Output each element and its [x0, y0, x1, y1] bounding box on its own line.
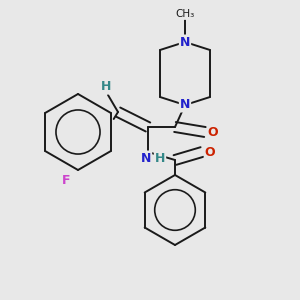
Text: CH₃: CH₃ — [176, 9, 195, 19]
Text: H: H — [155, 152, 165, 164]
Text: H: H — [101, 80, 111, 94]
Text: F: F — [62, 173, 70, 187]
Text: N: N — [180, 35, 190, 49]
Text: N: N — [180, 98, 190, 112]
Text: N: N — [141, 152, 151, 164]
Text: O: O — [205, 146, 215, 158]
Text: O: O — [208, 125, 218, 139]
